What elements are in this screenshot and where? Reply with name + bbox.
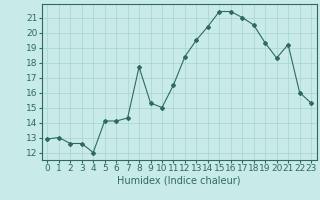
X-axis label: Humidex (Indice chaleur): Humidex (Indice chaleur) [117,176,241,186]
